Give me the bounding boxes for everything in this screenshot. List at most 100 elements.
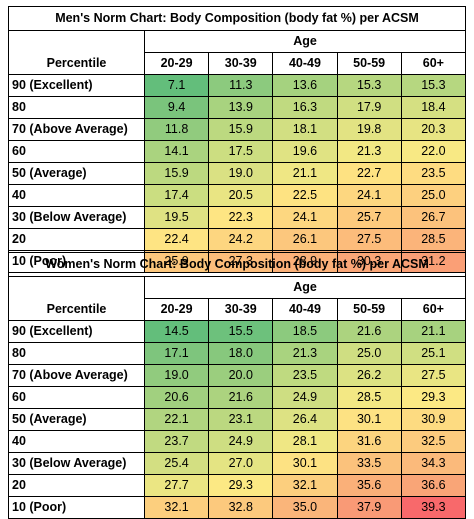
percentile-label: 80 [8, 96, 145, 119]
body-fat-value-cell: 18.5 [272, 320, 338, 343]
body-fat-value-cell: 21.1 [272, 162, 338, 185]
age-group-header: 40-49 [272, 298, 338, 321]
chart-title: Women's Norm Chart: Body Composition (bo… [8, 252, 466, 277]
body-fat-value-cell: 20.3 [400, 118, 467, 141]
body-fat-value-cell: 14.5 [143, 320, 210, 343]
body-fat-value-cell: 33.5 [336, 452, 402, 475]
body-fat-value-cell: 25.7 [336, 206, 402, 229]
percentile-label: 20 [8, 474, 145, 497]
body-fat-value-cell: 19.6 [272, 140, 338, 163]
header-blank-cell [8, 276, 145, 299]
age-group-header: 20-29 [143, 298, 210, 321]
column-header-row: Percentile 20-29 30-39 40-49 50-59 60+ [8, 52, 467, 75]
body-fat-value-cell: 23.1 [208, 408, 274, 431]
body-fat-value-cell: 32.1 [272, 474, 338, 497]
body-fat-value-cell: 15.3 [400, 74, 467, 97]
chart-title: Men's Norm Chart: Body Composition (body… [8, 6, 466, 31]
percentile-label: 50 (Average) [8, 162, 145, 185]
body-fat-value-cell: 26.2 [336, 364, 402, 387]
age-group-header: 30-39 [208, 298, 274, 321]
column-header-row: Percentile 20-29 30-39 40-49 50-59 60+ [8, 298, 467, 321]
age-header-row: Age [8, 30, 466, 53]
percentile-label: 70 (Above Average) [8, 364, 145, 387]
women-norm-chart: Women's Norm Chart: Body Composition (bo… [8, 252, 467, 519]
percentile-label: 90 (Excellent) [8, 74, 145, 97]
body-fat-value-cell: 29.3 [400, 386, 467, 409]
table-row: 20 22.4 24.2 26.1 27.5 28.5 [8, 228, 467, 251]
body-fat-value-cell: 23.7 [143, 430, 210, 453]
body-fat-value-cell: 26.4 [272, 408, 338, 431]
table-row: 50 (Average) 15.9 19.0 21.1 22.7 23.5 [8, 162, 467, 185]
age-header: Age [144, 30, 466, 53]
body-fat-value-cell: 21.6 [336, 320, 402, 343]
body-fat-value-cell: 22.7 [336, 162, 402, 185]
body-fat-value-cell: 20.5 [208, 184, 274, 207]
body-fat-value-cell: 32.1 [143, 496, 210, 519]
body-fat-value-cell: 19.0 [208, 162, 274, 185]
body-fat-value-cell: 23.5 [400, 162, 467, 185]
body-fat-value-cell: 24.9 [208, 430, 274, 453]
body-fat-value-cell: 22.5 [272, 184, 338, 207]
table-row: 40 17.4 20.5 22.5 24.1 25.0 [8, 184, 467, 207]
body-fat-value-cell: 23.5 [272, 364, 338, 387]
table-row: 60 14.1 17.5 19.6 21.3 22.0 [8, 140, 467, 163]
body-fat-value-cell: 17.9 [336, 96, 402, 119]
body-fat-value-cell: 11.8 [143, 118, 210, 141]
title-row: Men's Norm Chart: Body Composition (body… [8, 6, 466, 31]
percentile-label: 30 (Below Average) [8, 206, 145, 229]
body-fat-value-cell: 39.3 [400, 496, 467, 519]
table-row: 50 (Average) 22.1 23.1 26.4 30.1 30.9 [8, 408, 467, 431]
body-fat-value-cell: 21.3 [272, 342, 338, 365]
body-fat-value-cell: 37.9 [336, 496, 402, 519]
percentile-label: 20 [8, 228, 145, 251]
percentile-label: 70 (Above Average) [8, 118, 145, 141]
body-fat-value-cell: 24.1 [336, 184, 402, 207]
table-row: 70 (Above Average) 11.8 15.9 18.1 19.8 20.3 [8, 118, 467, 141]
age-group-header: 30-39 [208, 52, 274, 75]
table-row: 90 (Excellent) 14.5 15.5 18.5 21.6 21.1 [8, 320, 467, 343]
body-fat-value-cell: 30.9 [400, 408, 467, 431]
body-fat-value-cell: 22.0 [400, 140, 467, 163]
body-fat-value-cell: 35.0 [272, 496, 338, 519]
table-row: 40 23.7 24.9 28.1 31.6 32.5 [8, 430, 467, 453]
table-row: 30 (Below Average) 19.5 22.3 24.1 25.7 26.7 [8, 206, 467, 229]
table-row: 60 20.6 21.6 24.9 28.5 29.3 [8, 386, 467, 409]
body-fat-value-cell: 16.3 [272, 96, 338, 119]
table-row: 80 9.4 13.9 16.3 17.9 18.4 [8, 96, 467, 119]
title-row: Women's Norm Chart: Body Composition (bo… [8, 252, 466, 277]
body-fat-value-cell: 22.3 [208, 206, 274, 229]
men-norm-table: Men's Norm Chart: Body Composition (body… [8, 6, 467, 273]
body-fat-value-cell: 18.0 [208, 342, 274, 365]
body-fat-value-cell: 17.4 [143, 184, 210, 207]
body-fat-value-cell: 36.6 [400, 474, 467, 497]
body-fat-value-cell: 22.1 [143, 408, 210, 431]
percentile-label: 80 [8, 342, 145, 365]
body-fat-value-cell: 14.1 [143, 140, 210, 163]
body-fat-value-cell: 28.5 [336, 386, 402, 409]
body-fat-value-cell: 13.6 [272, 74, 338, 97]
percentile-label: 60 [8, 386, 145, 409]
body-fat-value-cell: 21.3 [336, 140, 402, 163]
body-fat-value-cell: 27.0 [208, 452, 274, 475]
percentile-label: 30 (Below Average) [8, 452, 145, 475]
body-fat-value-cell: 24.1 [272, 206, 338, 229]
age-group-header: 20-29 [143, 52, 210, 75]
body-fat-value-cell: 25.4 [143, 452, 210, 475]
age-group-header: 60+ [400, 52, 467, 75]
men-norm-chart: Men's Norm Chart: Body Composition (body… [8, 6, 467, 273]
table-row: 70 (Above Average) 19.0 20.0 23.5 26.2 27.5 [8, 364, 467, 387]
table-row: 20 27.7 29.3 32.1 35.6 36.6 [8, 474, 467, 497]
age-group-header: 40-49 [272, 52, 338, 75]
women-norm-table: Women's Norm Chart: Body Composition (bo… [8, 252, 467, 519]
body-fat-value-cell: 30.1 [272, 452, 338, 475]
body-fat-value-cell: 28.5 [400, 228, 467, 251]
age-header: Age [144, 276, 466, 299]
body-fat-value-cell: 18.1 [272, 118, 338, 141]
body-fat-value-cell: 17.1 [143, 342, 210, 365]
percentile-header: Percentile [8, 52, 145, 75]
body-fat-value-cell: 26.1 [272, 228, 338, 251]
percentile-label: 90 (Excellent) [8, 320, 145, 343]
body-fat-value-cell: 32.5 [400, 430, 467, 453]
body-fat-value-cell: 15.5 [208, 320, 274, 343]
body-fat-value-cell: 15.9 [208, 118, 274, 141]
